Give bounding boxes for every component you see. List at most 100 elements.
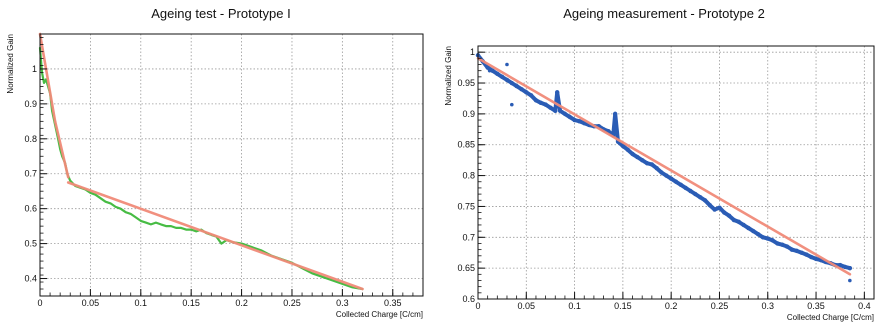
data-point [639,157,645,163]
data-point [804,252,809,257]
x-tick-label: 0.35 [384,298,402,308]
y-tick-label: 1 [32,64,37,74]
data-point [567,114,572,120]
y-tick-label: 0.9 [24,99,37,109]
data-point [775,241,780,246]
data-point [770,238,775,243]
x-tick-label: 0.2 [665,301,678,311]
x-tick-label: 0 [475,301,480,311]
data-point [538,100,543,105]
y-tick-label: 0.7 [24,169,37,179]
data-point [794,248,799,254]
data-point [620,143,626,149]
y-tick-label: 0.5 [24,239,37,249]
y-tick-label: 0.8 [462,171,475,181]
data-point [780,242,785,247]
data-point [654,165,659,171]
x-tick-label: 0.2 [235,298,248,308]
x-tick-label: 0.1 [135,298,148,308]
data-point [533,98,539,103]
data-point [524,90,529,95]
series-line-1 [38,32,70,179]
data-point [577,119,582,124]
data-point-outlier [848,278,852,283]
y-tick-label: 0.7 [462,232,475,242]
plot-area [40,34,423,296]
y-tick-label: 0.9 [462,109,475,119]
x-tick-label: 0.15 [614,301,632,311]
data-point [548,105,553,110]
data-point [490,68,495,73]
data-point-outlier [510,102,514,107]
x-tick-label: 0.15 [182,298,200,308]
data-point [837,262,843,268]
data-point [712,207,717,212]
data-point [722,210,727,215]
data-point-outlier [505,62,509,67]
data-point [664,173,669,178]
data-point [847,265,853,271]
chart-title: Ageing measurement - Prototype 2 [563,6,765,21]
data-point [668,176,674,181]
data-point [572,117,577,123]
y-tick-label: 0.75 [457,201,475,211]
data-point [673,179,679,184]
data-point [649,162,655,167]
y-tick-label: 0.6 [462,294,475,304]
data-point [731,217,737,223]
data-point [755,232,761,237]
data-point [736,219,741,225]
chart-canvas: 0.05 0.1 0.15 0.2 0.25 0.3 0.35 0 0.4 0.5 0.6 0.7 0.… [6,32,424,319]
data-point [726,213,732,218]
x-tick-label: 0.3 [336,298,349,308]
y-tick-label: 0.85 [457,140,475,150]
data-point-outlier [487,68,492,73]
data-point [683,185,688,191]
data-point [555,90,560,95]
data-point [612,111,618,117]
data-point [519,86,524,92]
y-tick-label: 0.6 [24,204,37,214]
y-tick-label: 0.95 [457,78,475,88]
data-point [659,170,664,175]
data-point [746,225,751,231]
chart-panel-right: Ageing measurement - Prototype 2 0.05 0.1… [443,0,885,324]
data-point [557,108,563,113]
data-point [707,203,713,208]
data-point [809,254,814,260]
data-point [702,198,708,203]
data-point [499,74,505,80]
data-point [842,264,848,270]
data-point [693,191,698,197]
data-point [562,111,568,117]
data-point [625,147,630,152]
series-line-2 [476,56,852,276]
data-point [678,182,684,188]
chart-title: Ageing test - Prototype I [151,6,291,21]
data-point [765,236,770,241]
x-tick-label: 0.1 [568,301,581,311]
data-point [760,235,766,240]
y-tick-label: 0.4 [24,274,37,284]
x-tick-label: 0.3 [761,301,774,311]
x-tick-label: 0.4 [858,301,871,311]
data-point [784,244,790,249]
series-line-2 [66,181,364,291]
x-tick-label: 0 [37,298,42,308]
x-tick-label: 0.35 [807,301,825,311]
x-axis-label: Collected Charge [C/cm] [787,313,874,322]
chart-canvas: 0.05 0.1 0.15 0.2 0.25 0.3 0.35 0.4 00.6 0.65 0.7 0… [444,45,875,322]
data-point [741,222,746,228]
x-axis-label: Collected Charge [C/cm] [336,310,423,319]
x-tick-label: 0.05 [82,298,100,308]
data-point [528,93,534,98]
data-point [504,77,510,83]
data-point [799,250,804,255]
data-point [688,188,693,194]
y-tick-label: 0.8 [24,134,37,144]
x-tick-label: 0.25 [711,301,729,311]
data-point [813,256,819,262]
data-point [717,205,722,210]
data-point [495,71,500,76]
data-point [644,161,650,166]
